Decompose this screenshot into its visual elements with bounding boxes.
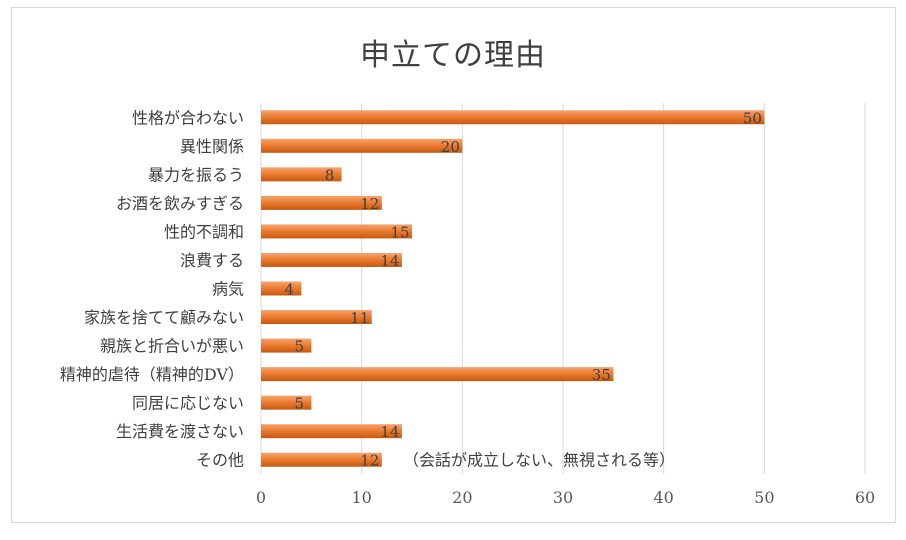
data-label: 12 xyxy=(360,195,379,213)
data-label: 15 xyxy=(390,223,409,241)
data-label: 12 xyxy=(360,452,379,470)
data-label: 4 xyxy=(284,281,294,299)
x-tick-label: 0 xyxy=(256,488,266,507)
bar-1 xyxy=(261,110,765,125)
bar-9 xyxy=(261,338,312,353)
data-label: 5 xyxy=(295,338,305,356)
category-label: 暴力を振るう xyxy=(148,165,244,184)
data-label: 11 xyxy=(350,309,369,327)
bar-10 xyxy=(261,367,614,382)
annotation-text: （会話が成立しない、無視される等） xyxy=(403,451,675,470)
category-label: 親族と折合いが悪い xyxy=(100,337,244,356)
data-label: 20 xyxy=(441,138,460,156)
chart-title: 申立ての理由 xyxy=(360,38,546,73)
category-label: 精神的虐待（精神的DV） xyxy=(60,365,244,384)
x-tick-label: 20 xyxy=(452,488,472,507)
data-label: 35 xyxy=(592,366,611,384)
x-tick-label: 30 xyxy=(553,488,573,507)
bar-5 xyxy=(261,224,412,239)
category-label: お酒を飲みすぎる xyxy=(116,194,244,213)
data-label: 8 xyxy=(325,166,335,184)
x-tick-label: 60 xyxy=(855,488,875,507)
category-label: 病気 xyxy=(212,280,244,299)
category-label: その他 xyxy=(196,451,244,470)
chart-frame xyxy=(11,7,896,523)
category-label: 家族を捨てて顧みない xyxy=(84,308,244,327)
bar-12 xyxy=(261,424,402,439)
data-label: 5 xyxy=(295,395,305,413)
bar-7 xyxy=(261,281,302,296)
category-label: 異性関係 xyxy=(180,137,244,156)
bar-3 xyxy=(261,167,342,182)
category-label: 同居に応じない xyxy=(132,394,244,413)
x-tick-label: 40 xyxy=(653,488,673,507)
bar-6 xyxy=(261,252,402,267)
bar-11 xyxy=(261,395,312,410)
data-label: 50 xyxy=(743,109,762,127)
x-tick-label: 10 xyxy=(351,488,371,507)
category-label: 浪費する xyxy=(180,251,244,270)
data-label: 14 xyxy=(380,423,399,441)
category-label: 生活費を渡さない xyxy=(116,422,244,441)
category-label: 性的不調和 xyxy=(164,222,244,241)
bar-13 xyxy=(261,452,382,467)
data-label: 14 xyxy=(380,252,399,270)
bar-2 xyxy=(261,138,463,153)
bar-4 xyxy=(261,195,382,210)
category-label: 性格が合わない xyxy=(132,108,244,127)
x-tick-label: 50 xyxy=(754,488,774,507)
bar-8 xyxy=(261,310,372,325)
